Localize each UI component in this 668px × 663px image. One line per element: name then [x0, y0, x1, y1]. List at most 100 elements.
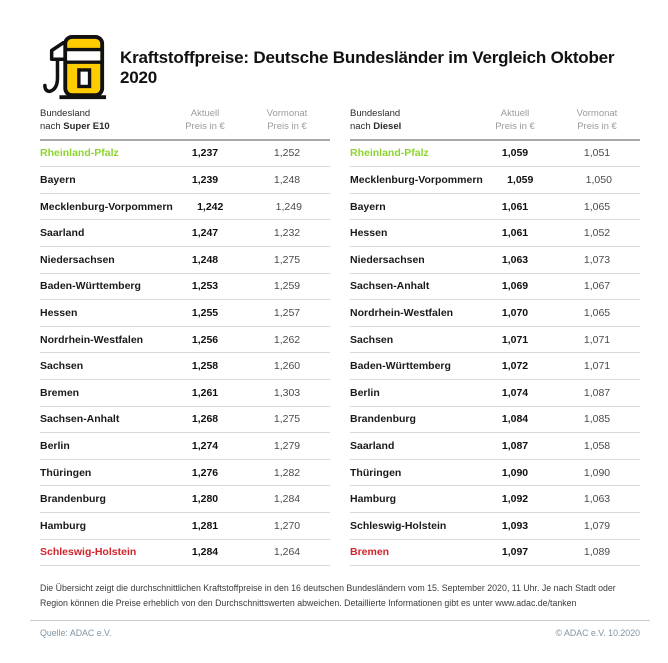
table-row: Baden-Württemberg 1,072 1,071: [350, 353, 640, 380]
state-name: Berlin: [40, 439, 70, 452]
current-price: 1,247: [191, 227, 219, 240]
column-header-aktuell: Aktuell Preis in €: [185, 108, 225, 132]
state-name: Thüringen: [40, 466, 92, 479]
current-price: 1,071: [501, 333, 529, 346]
previous-month-price: 1,065: [583, 306, 611, 319]
state-name: Saarland: [350, 439, 395, 452]
current-price: 1,059: [501, 147, 529, 160]
previous-month-price: 1,282: [273, 466, 301, 479]
state-name: Schleswig-Holstein: [350, 519, 447, 532]
previous-month-price: 1,050: [585, 174, 612, 187]
state-name: Bayern: [40, 174, 76, 187]
state-name: Brandenburg: [40, 493, 106, 506]
state-name: Hamburg: [40, 519, 87, 532]
current-price: 1,268: [191, 413, 219, 426]
state-name: Berlin: [350, 386, 380, 399]
column-header-vormonat: Vormonat Preis in €: [576, 108, 618, 132]
table-row: Mecklenburg-Vorpommern 1,059 1,050: [350, 167, 640, 194]
table-row: Niedersachsen 1,248 1,275: [40, 247, 330, 274]
table-row: Schleswig-Holstein 1,284 1,264: [40, 540, 330, 567]
state-name: Bayern: [350, 200, 386, 213]
previous-month-price: 1,264: [273, 546, 301, 559]
state-name: Rheinland-Pfalz: [40, 147, 119, 160]
state-name: Nordrhein-Westfalen: [350, 306, 454, 319]
current-price: 1,258: [191, 360, 219, 373]
footnote-text: Die Übersicht zeigt die durchschnittlich…: [40, 583, 616, 608]
table-row: Rheinland-Pfalz 1,059 1,051: [350, 141, 640, 168]
source-credit: Quelle: ADAC e.V.: [40, 628, 112, 638]
current-price: 1,237: [191, 147, 219, 160]
previous-month-price: 1,275: [273, 413, 301, 426]
state-name: Hessen: [40, 306, 78, 319]
table-super-e10-body: Rheinland-Pfalz 1,237 1,252 Bayern 1,239 1,24…: [40, 141, 330, 567]
previous-month-price: 1,249: [275, 200, 302, 213]
current-price: 1,284: [191, 546, 219, 559]
state-name: Bremen: [350, 546, 390, 559]
previous-month-price: 1,257: [273, 306, 301, 319]
current-price: 1,072: [501, 360, 529, 373]
previous-month-price: 1,071: [583, 333, 611, 346]
previous-month-price: 1,232: [273, 227, 301, 240]
current-price: 1,090: [501, 466, 529, 479]
table-row: Sachsen 1,071 1,071: [350, 327, 640, 354]
state-name: Thüringen: [350, 466, 402, 479]
state-name: Sachsen-Anhalt: [350, 280, 430, 293]
current-price: 1,261: [191, 386, 219, 399]
previous-month-price: 1,259: [273, 280, 301, 293]
previous-month-price: 1,058: [583, 439, 611, 452]
previous-month-price: 1,087: [583, 386, 611, 399]
column-header-aktuell: Aktuell Preis in €: [495, 108, 535, 132]
state-name: Mecklenburg-Vorpommern: [350, 174, 483, 187]
column-header-vormonat: Vormonat Preis in €: [266, 108, 308, 132]
table-row: Hamburg 1,281 1,270: [40, 513, 330, 540]
table-row: Bayern 1,061 1,065: [350, 194, 640, 221]
fuel-pump-icon: [43, 34, 107, 100]
table-row: Brandenburg 1,084 1,085: [350, 407, 640, 434]
current-price: 1,239: [191, 174, 219, 187]
column-header-bundesland: Bundesland nach Diesel: [350, 108, 402, 132]
previous-month-price: 1,275: [273, 253, 301, 266]
table-row: Berlin 1,274 1,279: [40, 433, 330, 460]
previous-month-price: 1,073: [583, 253, 611, 266]
current-price: 1,280: [191, 493, 219, 506]
previous-month-price: 1,279: [273, 439, 301, 452]
previous-month-price: 1,260: [273, 360, 301, 373]
table-row: Rheinland-Pfalz 1,237 1,252: [40, 141, 330, 168]
footer: Quelle: ADAC e.V. © ADAC e.V. 10.2020: [40, 628, 640, 638]
previous-month-price: 1,248: [273, 174, 301, 187]
previous-month-price: 1,071: [583, 360, 611, 373]
copyright-notice: © ADAC e.V. 10.2020: [555, 628, 640, 638]
state-name: Nordrhein-Westfalen: [40, 333, 144, 346]
previous-month-price: 1,079: [583, 519, 611, 532]
previous-month-price: 1,085: [583, 413, 611, 426]
current-price: 1,074: [501, 386, 529, 399]
table-row: Baden-Württemberg 1,253 1,259: [40, 274, 330, 301]
previous-month-price: 1,284: [273, 493, 301, 506]
current-price: 1,093: [501, 519, 529, 532]
state-name: Schleswig-Holstein: [40, 546, 137, 559]
previous-month-price: 1,089: [583, 546, 611, 559]
state-name: Rheinland-Pfalz: [350, 147, 429, 160]
state-name: Baden-Württemberg: [350, 360, 451, 373]
table-row: Hessen 1,061 1,052: [350, 220, 640, 247]
table-row: Nordrhein-Westfalen 1,256 1,262: [40, 327, 330, 354]
current-price: 1,097: [501, 546, 529, 559]
current-price: 1,276: [191, 466, 219, 479]
current-price: 1,242: [197, 200, 224, 213]
table-row: Hamburg 1,092 1,063: [350, 486, 640, 513]
previous-month-price: 1,270: [273, 519, 301, 532]
previous-month-price: 1,065: [583, 200, 611, 213]
state-name: Niedersachsen: [350, 253, 425, 266]
column-header-bundesland: Bundesland nach Super E10: [40, 108, 110, 132]
current-price: 1,248: [191, 253, 219, 266]
previous-month-price: 1,252: [273, 147, 301, 160]
table-diesel-header: Bundesland nach Diesel Aktuell Preis in …: [350, 108, 640, 141]
table-row: Mecklenburg-Vorpommern 1,242 1,249: [40, 194, 330, 221]
state-name: Bremen: [40, 386, 80, 399]
previous-month-price: 1,067: [583, 280, 611, 293]
state-name: Sachsen: [40, 360, 84, 373]
current-price: 1,061: [501, 227, 529, 240]
table-super-e10: Bundesland nach Super E10 Aktuell Preis …: [40, 108, 330, 567]
table-row: Saarland 1,247 1,232: [40, 220, 330, 247]
